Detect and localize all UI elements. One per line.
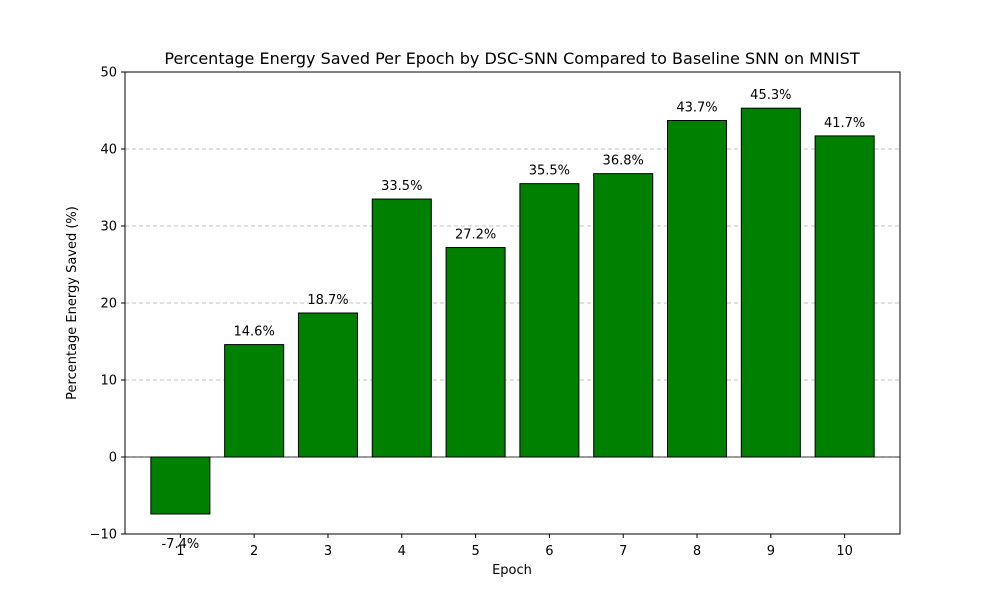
data-label: 18.7% (307, 293, 348, 308)
y-tick-label: 20 (100, 297, 117, 312)
y-axis-label: Percentage Energy Saved (%) (65, 206, 80, 400)
y-tick-label: −10 (90, 528, 117, 543)
y-tick-label: 10 (100, 374, 117, 389)
x-tick-label: 3 (324, 544, 332, 559)
bar-epoch-6 (520, 184, 579, 457)
x-tick-label: 8 (693, 544, 701, 559)
x-axis-label: Epoch (492, 563, 532, 578)
data-label: 14.6% (234, 325, 275, 340)
bar-epoch-2 (225, 345, 284, 457)
bar-epoch-4 (372, 199, 431, 457)
y-tick-label: 0 (109, 451, 117, 466)
bar-epoch-3 (298, 313, 357, 457)
x-tick-label: 5 (471, 544, 479, 559)
data-label: 27.2% (455, 228, 496, 243)
bar-epoch-1 (151, 457, 210, 514)
y-tick-label: 40 (100, 143, 117, 158)
chart-title: Percentage Energy Saved Per Epoch by DSC… (164, 49, 859, 68)
x-ticks: 1 2 3 4 5 6 7 8 9 10 (176, 534, 853, 559)
bar-epoch-7 (594, 174, 653, 457)
data-label: -7.4% (161, 537, 199, 552)
data-label: 36.8% (603, 154, 644, 169)
bar-epoch-10 (815, 136, 874, 457)
data-label: 45.3% (750, 88, 791, 103)
x-tick-label: 9 (767, 544, 775, 559)
bars (151, 108, 874, 514)
x-tick-label: 2 (250, 544, 258, 559)
x-tick-label: 6 (545, 544, 553, 559)
data-label: 35.5% (529, 164, 570, 179)
x-tick-label: 7 (619, 544, 627, 559)
data-label: 33.5% (381, 179, 422, 194)
bar-epoch-8 (668, 121, 727, 457)
x-tick-label: 10 (836, 544, 853, 559)
x-tick-label: 4 (398, 544, 406, 559)
bar-epoch-9 (741, 108, 800, 457)
bar-epoch-5 (446, 248, 505, 457)
y-tick-label: 50 (100, 66, 117, 81)
y-ticks: −10 0 10 20 30 40 50 (90, 66, 125, 543)
data-label: 43.7% (676, 101, 717, 116)
y-tick-label: 30 (100, 220, 117, 235)
data-label: 41.7% (824, 116, 865, 131)
